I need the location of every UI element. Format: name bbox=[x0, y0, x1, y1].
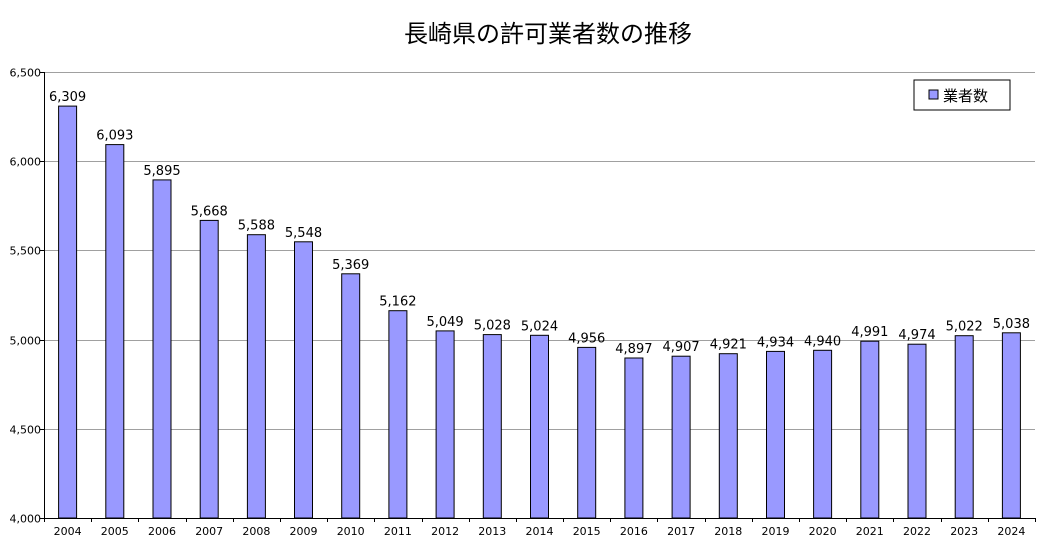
data-label: 4,907 bbox=[662, 340, 699, 355]
bar-2008 bbox=[246, 234, 266, 519]
bar-2019 bbox=[766, 350, 785, 519]
data-label: 5,548 bbox=[285, 226, 322, 241]
data-label: 4,956 bbox=[568, 331, 605, 346]
y-tick-label: 5,000 bbox=[10, 335, 42, 348]
bar-2021 bbox=[860, 340, 880, 519]
bar-2014 bbox=[530, 334, 549, 519]
bar-2011 bbox=[388, 310, 408, 519]
data-label: 5,049 bbox=[426, 315, 463, 330]
bar-2013 bbox=[482, 334, 502, 519]
data-label: 5,028 bbox=[474, 319, 511, 334]
x-tick-label: 2024 bbox=[997, 525, 1025, 538]
bar-2010 bbox=[341, 273, 361, 519]
y-tick-label: 6,500 bbox=[10, 67, 42, 80]
bar-2009 bbox=[294, 241, 313, 519]
data-label: 5,038 bbox=[993, 317, 1030, 332]
x-tick-label: 2014 bbox=[526, 525, 554, 538]
bar-2023 bbox=[954, 335, 974, 519]
bar-2022 bbox=[907, 343, 927, 519]
x-tick-label: 2010 bbox=[337, 525, 365, 538]
data-label: 4,974 bbox=[898, 328, 935, 343]
y-tick-label: 4,000 bbox=[10, 513, 42, 526]
x-tick-label: 2012 bbox=[431, 525, 459, 538]
data-labels: 6,309 6,093 5,895 5,668 5,588 5,548 5,369 5,162… bbox=[49, 90, 1030, 357]
data-label: 5,162 bbox=[379, 295, 416, 310]
x-tick-label: 2019 bbox=[762, 525, 790, 538]
data-label: 5,588 bbox=[238, 219, 275, 234]
y-tick-label: 4,500 bbox=[10, 424, 42, 437]
bars bbox=[58, 105, 1021, 519]
x-tick-label: 2016 bbox=[620, 525, 648, 538]
bar-2012 bbox=[435, 330, 455, 519]
x-tick-label: 2015 bbox=[573, 525, 601, 538]
legend-swatch bbox=[928, 89, 939, 100]
x-tick-label: 2022 bbox=[903, 525, 931, 538]
data-label: 4,921 bbox=[710, 338, 747, 353]
y-tick-label: 5,500 bbox=[10, 245, 42, 258]
bar-2020 bbox=[813, 349, 833, 519]
data-label: 6,093 bbox=[96, 129, 133, 144]
bar-2005 bbox=[105, 144, 125, 519]
bar-2017 bbox=[671, 355, 691, 519]
x-tick-label: 2021 bbox=[856, 525, 884, 538]
data-label: 5,668 bbox=[191, 204, 228, 219]
data-label: 4,991 bbox=[851, 325, 888, 340]
data-label: 5,024 bbox=[521, 319, 558, 334]
x-tick-label: 2020 bbox=[809, 525, 837, 538]
legend: 業者数 bbox=[913, 79, 1011, 111]
y-tick-labels: 4,000 4,500 5,000 5,500 6,000 6,500 bbox=[10, 67, 42, 526]
x-tick-label: 2018 bbox=[714, 525, 742, 538]
bar-2024 bbox=[1001, 332, 1021, 519]
bar-2007 bbox=[199, 219, 219, 519]
data-label: 5,895 bbox=[143, 164, 180, 179]
bar-2016 bbox=[624, 357, 644, 519]
bar-2018 bbox=[718, 353, 738, 519]
bar-2015 bbox=[577, 346, 597, 519]
x-tick-label: 2006 bbox=[148, 525, 176, 538]
data-label: 4,897 bbox=[615, 342, 652, 357]
x-tick-label: 2013 bbox=[478, 525, 506, 538]
x-tick-label: 2017 bbox=[667, 525, 695, 538]
x-tick-label: 2005 bbox=[101, 525, 129, 538]
bar-2004 bbox=[58, 105, 78, 519]
y-tick-label: 6,000 bbox=[10, 156, 42, 169]
x-tick-labels: 2004 2005 2006 2007 2008 2009 2010 2011 2012 2013… bbox=[54, 525, 1026, 538]
axes bbox=[40, 72, 1036, 522]
data-label: 5,022 bbox=[946, 320, 983, 335]
data-label: 6,309 bbox=[49, 90, 86, 105]
data-label: 4,934 bbox=[757, 335, 794, 350]
x-tick-label: 2007 bbox=[195, 525, 223, 538]
x-tick-label: 2011 bbox=[384, 525, 412, 538]
x-tick-label: 2008 bbox=[242, 525, 270, 538]
x-tick-label: 2023 bbox=[950, 525, 978, 538]
x-tick-label: 2009 bbox=[290, 525, 318, 538]
x-tick-label: 2004 bbox=[54, 525, 82, 538]
bar-2006 bbox=[152, 179, 172, 519]
chart-title: 長崎県の許可業者数の推移 bbox=[404, 20, 692, 48]
data-label: 5,369 bbox=[332, 258, 369, 273]
data-label: 4,940 bbox=[804, 334, 841, 349]
legend-label: 業者数 bbox=[943, 87, 988, 105]
